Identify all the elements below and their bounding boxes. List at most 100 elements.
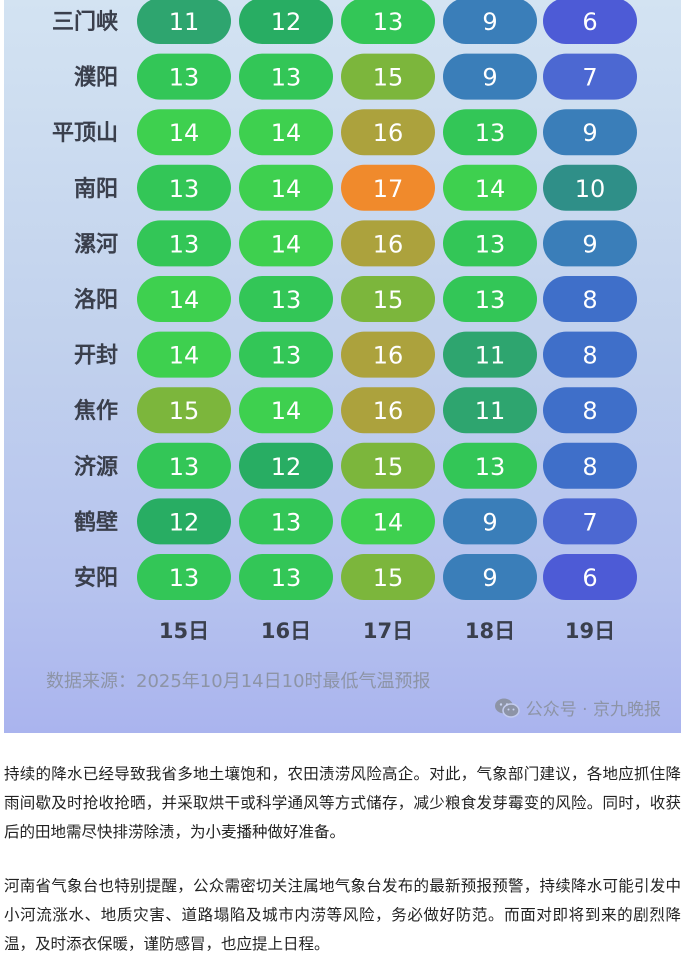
article-paragraph-1: 持续的降水已经导致我省多地土壤饱和，农田渍涝风险高企。对此，气象部门建议，各地应… xyxy=(4,765,681,841)
temperature-value: 13 xyxy=(271,564,302,592)
temperature-cell: 8 xyxy=(543,387,637,434)
temperature-value: 9 xyxy=(482,508,497,536)
temperature-cell-pill xyxy=(341,387,435,434)
temperature-cell-pill xyxy=(443,331,537,378)
temperature-cell: 13 xyxy=(137,53,231,100)
temperature-value: 15 xyxy=(373,564,404,592)
temperature-cell-pill xyxy=(543,498,637,545)
temperature-cell-pill xyxy=(543,331,637,378)
temperature-cell: 14 xyxy=(239,109,333,156)
city-label: 焦作 xyxy=(73,398,118,424)
temperature-cell: 14 xyxy=(137,276,231,322)
temperature-value: 9 xyxy=(582,230,597,258)
city-label: 三门峡 xyxy=(52,9,119,35)
temperature-cell-pill xyxy=(341,554,435,600)
temperature-cell: 13 xyxy=(137,220,231,267)
temperature-value: 14 xyxy=(271,175,302,203)
temperature-cell-pill xyxy=(239,164,333,211)
temperature-cell: 14 xyxy=(137,331,231,378)
temperature-value: 13 xyxy=(271,286,302,314)
temperature-value: 12 xyxy=(169,508,200,536)
temperature-cell-pill xyxy=(543,220,637,267)
temperature-cell-pill xyxy=(137,0,231,44)
temperature-cell: 12 xyxy=(137,498,231,545)
temperature-value: 13 xyxy=(271,342,302,370)
city-label: 洛阳 xyxy=(74,287,118,313)
temperature-cell: 13 xyxy=(137,554,231,600)
temperature-cell-pill xyxy=(543,0,637,44)
day-column-label: 18日 xyxy=(465,619,515,643)
temperature-cell: 13 xyxy=(443,220,537,267)
temperature-cell-pill xyxy=(239,220,333,267)
temperature-cell: 13 xyxy=(239,554,333,600)
temperature-value: 9 xyxy=(482,564,497,592)
temperature-value: 13 xyxy=(271,64,302,92)
temperature-cell-pill xyxy=(239,498,333,545)
temperature-cell-pill xyxy=(239,53,333,100)
temperature-cell: 15 xyxy=(137,387,231,434)
temperature-value: 14 xyxy=(271,230,302,258)
temperature-cell-pill xyxy=(137,53,231,100)
temperature-cell-pill xyxy=(341,53,435,100)
temperature-cell: 6 xyxy=(543,0,637,44)
temperature-table-chart: 三门峡 11 12 13 9 6 濮阳 13 13 15 9 7 平顶山 14 14 16 13 9 南阳 13 14 1… xyxy=(52,0,637,643)
temperature-cell-pill xyxy=(137,387,231,434)
temperature-value: 17 xyxy=(373,175,404,203)
temperature-value: 14 xyxy=(169,342,200,370)
temperature-cell: 8 xyxy=(543,276,637,322)
temperature-value: 11 xyxy=(475,397,506,425)
watermark-text: 公众号 · 京九晚报 xyxy=(525,700,661,720)
temperature-cell-pill xyxy=(543,164,637,211)
article-paragraph-2: 河南省气象台也特别提醒，公众需密切关注属地气象台发布的最新预报预警，持续降水可能… xyxy=(4,877,681,953)
city-label: 平顶山 xyxy=(52,121,118,146)
data-source-note: 数据来源：2025年10月14日10时最低气温预报 xyxy=(46,671,431,692)
temperature-cell-pill xyxy=(137,164,231,211)
temperature-cell-pill xyxy=(443,498,537,545)
temperature-cell-pill xyxy=(443,0,537,44)
temperature-cell-pill xyxy=(543,554,637,600)
temperature-value: 15 xyxy=(373,64,404,92)
temperature-value: 8 xyxy=(582,342,597,370)
temperature-cell-pill xyxy=(443,387,537,434)
temperature-cell: 8 xyxy=(543,442,637,489)
temperature-cell-pill xyxy=(239,331,333,378)
temperature-cell: 9 xyxy=(443,554,537,600)
temperature-cell: 9 xyxy=(543,109,637,156)
temperature-cell-pill xyxy=(341,276,435,322)
temperature-cell-pill xyxy=(239,554,333,600)
temperature-cell: 13 xyxy=(443,109,537,156)
temperature-value: 13 xyxy=(169,564,200,592)
temperature-cell: 13 xyxy=(239,276,333,322)
temperature-value: 13 xyxy=(169,453,200,481)
temperature-cell-pill xyxy=(443,164,537,211)
temperature-cell: 13 xyxy=(137,442,231,489)
temperature-cell: 14 xyxy=(239,387,333,434)
temperature-cell: 13 xyxy=(443,276,537,322)
temperature-cell-pill xyxy=(239,0,333,44)
temperature-value: 8 xyxy=(582,397,597,425)
temperature-cell-pill xyxy=(341,442,435,489)
temperature-cell-pill xyxy=(137,109,231,156)
city-label: 鹤壁 xyxy=(74,509,118,535)
temperature-value: 14 xyxy=(169,119,200,147)
temperature-value: 16 xyxy=(373,230,404,258)
temperature-value: 13 xyxy=(271,508,302,536)
temperature-value: 13 xyxy=(475,286,506,314)
temperature-value: 13 xyxy=(169,175,200,203)
temperature-cell: 13 xyxy=(239,331,333,378)
temperature-value: 12 xyxy=(271,453,302,481)
temperature-value: 13 xyxy=(373,8,404,36)
temperature-value: 6 xyxy=(582,8,597,36)
temperature-cell-pill xyxy=(137,276,231,322)
temperature-cell: 15 xyxy=(341,554,435,600)
temperature-cell-pill xyxy=(443,554,537,600)
temperature-value: 8 xyxy=(582,453,597,481)
temperature-cell: 14 xyxy=(239,220,333,267)
temperature-value: 16 xyxy=(373,397,404,425)
temperature-cell-pill xyxy=(137,554,231,600)
temperature-cell-pill xyxy=(443,109,537,156)
temperature-value: 13 xyxy=(475,119,506,147)
temperature-cell: 14 xyxy=(443,164,537,211)
temperature-cell: 13 xyxy=(239,53,333,100)
day-column-label: 19日 xyxy=(565,619,615,643)
